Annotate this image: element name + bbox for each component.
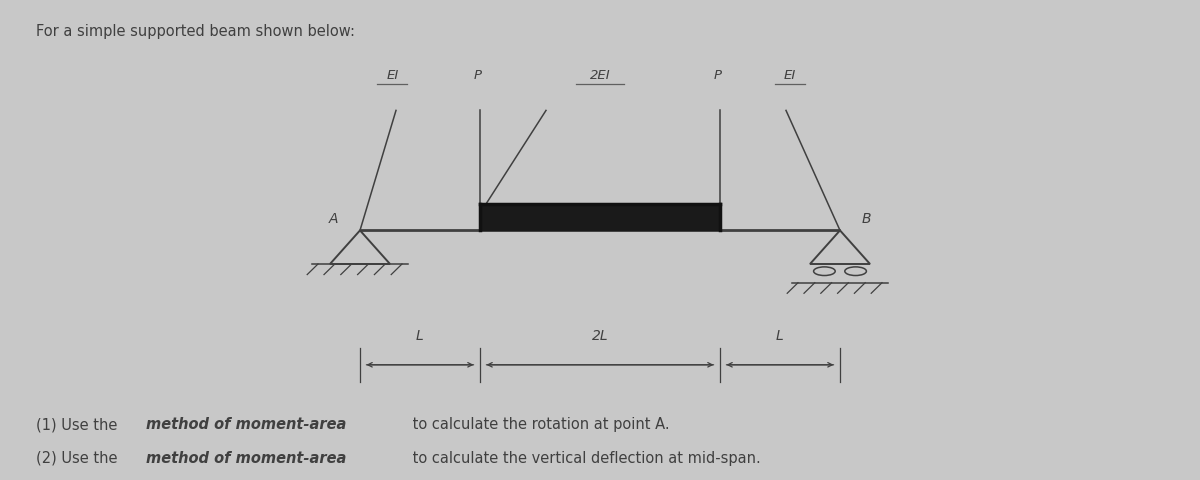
Text: EI: EI bbox=[386, 69, 398, 82]
Text: (2) Use the: (2) Use the bbox=[36, 451, 122, 466]
Text: (1) Use the: (1) Use the bbox=[36, 417, 122, 432]
Text: method of moment-area: method of moment-area bbox=[146, 451, 347, 466]
Text: to calculate the vertical deflection at mid-span.: to calculate the vertical deflection at … bbox=[408, 451, 761, 466]
Text: L: L bbox=[776, 329, 784, 343]
Text: 2EI: 2EI bbox=[589, 69, 611, 82]
Polygon shape bbox=[480, 204, 720, 230]
Text: EI: EI bbox=[784, 69, 796, 82]
Text: P: P bbox=[474, 69, 481, 82]
Text: method of moment-area: method of moment-area bbox=[146, 417, 347, 432]
Text: L: L bbox=[416, 329, 424, 343]
Text: to calculate the rotation at point A.: to calculate the rotation at point A. bbox=[408, 417, 670, 432]
Text: B: B bbox=[862, 212, 871, 226]
Text: A: A bbox=[329, 212, 338, 226]
Text: For a simple supported beam shown below:: For a simple supported beam shown below: bbox=[36, 24, 355, 39]
Text: P: P bbox=[714, 69, 721, 82]
Text: 2L: 2L bbox=[592, 329, 608, 343]
